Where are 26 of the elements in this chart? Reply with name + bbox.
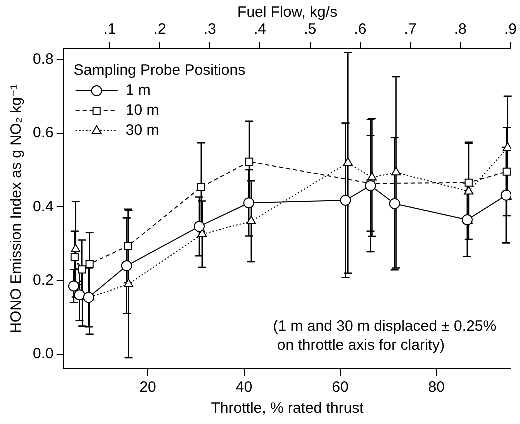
x-tick-label: 60 [332, 379, 349, 396]
x-tick-label: 20 [140, 379, 156, 396]
x2-tick-label: .4 [254, 21, 266, 38]
legend-title: Sampling Probe Positions [74, 62, 246, 80]
x2-tick-label: .6 [354, 21, 367, 38]
x-axis-title: Throttle, % rated thrust [211, 400, 365, 418]
x2-tick-label: .9 [504, 21, 517, 38]
y-tick-label: 0.8 [32, 51, 54, 68]
y-tick-label: 0.2 [32, 272, 54, 289]
x2-tick-label: .3 [204, 21, 216, 38]
annotation: (1 m and 30 m displaced ± 0.25% on throttle axis for clarity) [273, 318, 497, 354]
x-tick-label: 80 [428, 379, 446, 396]
x-tick-label: 40 [236, 379, 253, 396]
x2-tick-label: .7 [404, 21, 417, 38]
x2-axis-title: Fuel Flow, kg/s [238, 4, 338, 22]
x2-tick-label: .2 [154, 21, 166, 38]
legend-label: 10 m [126, 102, 160, 120]
x2-tick-label: .5 [304, 21, 317, 38]
y-axis-title: HONO Emission Index as g NO₂ kg⁻¹ [8, 84, 26, 334]
y-tick-label: 0.6 [32, 124, 54, 142]
y-tick-label: 0.4 [32, 198, 54, 216]
legend-label: 1 m [126, 82, 151, 100]
y-tick-label: 0.0 [32, 345, 54, 362]
x2-tick-label: .1 [104, 21, 116, 38]
legend-label: 30 m [126, 122, 160, 140]
x2-tick-label: .8 [454, 21, 467, 38]
